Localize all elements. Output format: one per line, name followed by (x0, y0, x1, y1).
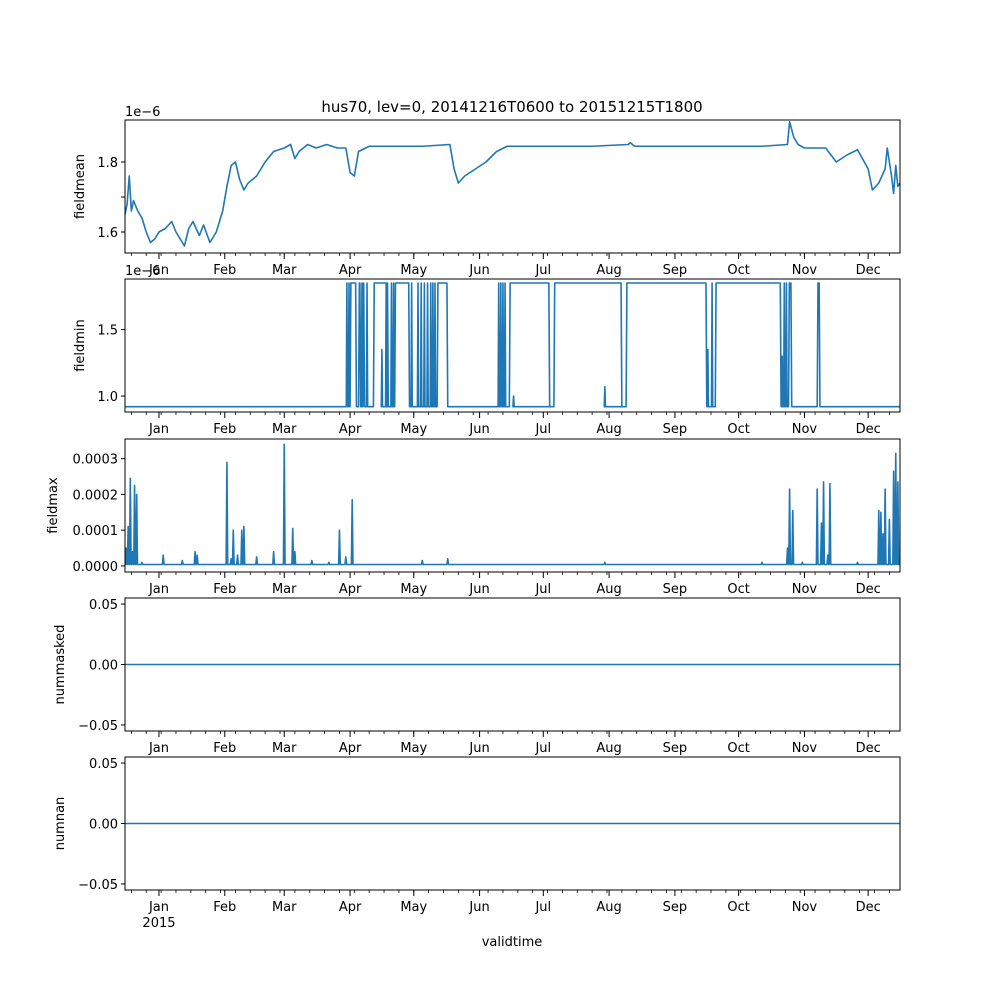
x-tick-label: Aug (596, 422, 621, 437)
x-tick-label: May (400, 741, 427, 756)
x-tick-label: Jun (468, 741, 489, 756)
x-tick-label: May (400, 900, 427, 915)
x-tick-label: Apr (339, 263, 362, 278)
x-tick-label: Jul (534, 422, 551, 437)
x-tick-label: Sep (663, 741, 688, 756)
y-tick-label: 1.8 (97, 156, 118, 171)
x-tick-label: Mar (272, 422, 297, 437)
x-tick-label: Jun (468, 263, 489, 278)
y-axis-label-fieldmean: fieldmean (73, 154, 88, 219)
offset-text: 1e−6 (125, 105, 160, 120)
x-tick-label: Apr (339, 582, 362, 597)
x-tick-label: Apr (339, 741, 362, 756)
x-tick-label: May (400, 422, 427, 437)
y-axis-label-nummasked: nummasked (53, 625, 68, 705)
y-tick-label: −0.05 (78, 719, 118, 734)
x-tick-label: Jul (534, 582, 551, 597)
x-tick-label: Oct (727, 741, 749, 756)
x-tick-label: Oct (727, 900, 749, 915)
y-tick-label: 0.0002 (73, 488, 119, 503)
y-tick-label: 1.5 (97, 324, 118, 339)
chart-title: hus70, lev=0, 20141216T0600 to 20151215T… (321, 98, 702, 116)
x-tick-label: Jan (148, 741, 169, 756)
x-tick-label: Dec (856, 422, 881, 437)
x-tick-label: Oct (727, 582, 749, 597)
y-tick-label: 0.05 (89, 757, 118, 772)
series-line-fieldmax (124, 443, 900, 566)
y-axis-label-fieldmax: fieldmax (46, 477, 61, 534)
x-tick-label: Nov (792, 741, 818, 756)
y-tick-label: 0.00 (89, 818, 118, 833)
x-tick-label: Aug (596, 741, 621, 756)
y-axis-label-fieldmin: fieldmin (73, 319, 88, 372)
x-tick-label: Feb (213, 900, 236, 915)
x-tick-label: Dec (856, 741, 881, 756)
x-tick-label: Jan (148, 582, 169, 597)
series-line-fieldmean (124, 120, 901, 247)
y-tick-label: 0.0001 (73, 524, 119, 539)
x-tick-label: Mar (272, 741, 297, 756)
x-tick-label: Jun (468, 900, 489, 915)
x-tick-label: Jun (468, 582, 489, 597)
x-tick-label: Nov (792, 582, 818, 597)
x-tick-label: Mar (272, 582, 297, 597)
y-tick-label: 0.00 (89, 659, 118, 674)
x-tick-label: Feb (213, 263, 236, 278)
y-tick-label: 1.0 (97, 390, 118, 405)
x-tick-label: Jan (148, 422, 169, 437)
x-tick-label: Apr (339, 422, 362, 437)
y-tick-label: 1.6 (97, 226, 118, 241)
y-tick-label: 0.05 (89, 598, 118, 613)
x-tick-label: Jan (148, 263, 169, 278)
x-tick-label: Apr (339, 900, 362, 915)
subplot-numnan: −0.05 0.00 0.05 numnan Jan Feb Mar Apr May Jun Jul… (53, 756, 901, 931)
offset-text: 1e−6 (125, 264, 160, 279)
x-tick-label: Feb (213, 582, 236, 597)
x-tick-label: Oct (727, 422, 749, 437)
x-tick-label: May (400, 582, 427, 597)
x-tick-label: Nov (792, 263, 818, 278)
y-tick-label: −0.05 (78, 878, 118, 893)
x-tick-label: Feb (213, 741, 236, 756)
x-tick-label: Oct (727, 263, 749, 278)
x-tick-label: Sep (663, 582, 688, 597)
x-tick-label: Mar (272, 900, 297, 915)
x-tick-label: Jul (534, 263, 551, 278)
x-tick-label: Feb (213, 422, 236, 437)
y-tick-label: 0.0003 (73, 453, 119, 468)
x-tick-label: Aug (596, 263, 621, 278)
x-tick-label: Jul (534, 741, 551, 756)
series-line-fieldmin (125, 282, 900, 408)
x-tick-label: Sep (663, 263, 688, 278)
subplot-nummasked: −0.05 0.00 0.05 nummasked Jan Feb Mar Apr May Jun… (53, 597, 901, 756)
x-year-label: 2015 (142, 916, 175, 931)
x-tick-label: Dec (856, 900, 881, 915)
plot-frame-fieldmax (124, 438, 901, 573)
x-tick-label: Dec (856, 582, 881, 597)
x-tick-label: Jun (468, 422, 489, 437)
x-tick-label: Jul (534, 900, 551, 915)
x-axis-label: validtime (482, 935, 543, 950)
plot-frame-fieldmean (124, 119, 901, 254)
x-tick-label: Sep (663, 422, 688, 437)
x-tick-label: Nov (792, 422, 818, 437)
y-tick-label: 0.0000 (73, 560, 119, 575)
x-tick-label: Mar (272, 263, 297, 278)
x-tick-label: Sep (663, 900, 688, 915)
x-tick-label: Aug (596, 900, 621, 915)
x-tick-label: May (400, 263, 427, 278)
x-tick-label: Dec (856, 263, 881, 278)
plot-frame-fieldmin (124, 278, 901, 413)
x-tick-label: Jan (148, 900, 169, 915)
y-axis-label-numnan: numnan (53, 797, 68, 851)
x-tick-label: Nov (792, 900, 818, 915)
x-tick-label: Aug (596, 582, 621, 597)
subplot-fieldmax: 0.0000 0.0001 0.0002 0.0003 fieldmax Jan Feb Ma… (46, 438, 901, 597)
